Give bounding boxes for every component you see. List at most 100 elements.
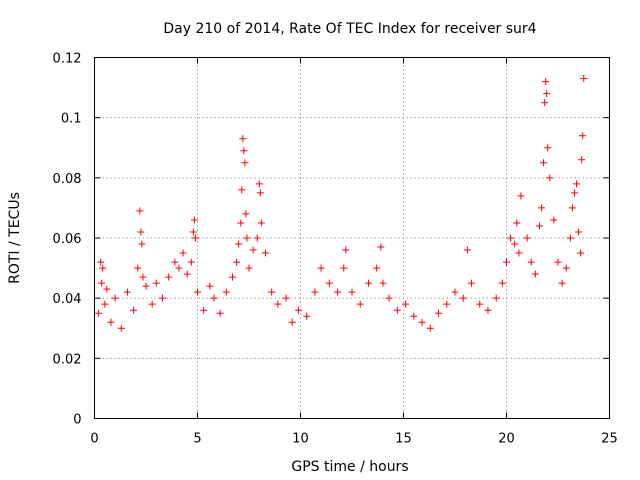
data-point	[340, 264, 348, 272]
data-point	[237, 219, 245, 227]
data-point	[562, 264, 570, 272]
data-point	[139, 273, 147, 281]
data-point	[229, 273, 237, 281]
data-point	[402, 300, 410, 308]
x-tick-label: 15	[395, 432, 412, 447]
data-point	[451, 288, 459, 296]
data-point	[577, 249, 585, 257]
data-point	[191, 234, 199, 242]
data-point	[138, 240, 146, 248]
x-tick-label: 25	[601, 432, 618, 447]
data-point	[393, 306, 401, 314]
data-points	[95, 75, 588, 332]
data-point	[542, 78, 550, 86]
data-point	[377, 243, 385, 251]
data-point	[243, 234, 251, 242]
data-point	[137, 228, 145, 236]
data-point	[171, 258, 179, 266]
y-axis-label: ROTI / TECUs	[7, 192, 23, 284]
data-point	[356, 300, 364, 308]
data-point	[239, 135, 247, 143]
data-point	[288, 318, 296, 326]
y-tick-label: 0	[73, 413, 81, 428]
y-tick-label: 0.02	[53, 352, 82, 367]
data-point	[190, 216, 198, 224]
data-point	[111, 294, 119, 302]
data-point	[98, 279, 106, 287]
data-point	[578, 156, 586, 164]
data-point	[348, 288, 356, 296]
data-point	[253, 234, 261, 242]
data-point	[152, 279, 160, 287]
data-point	[194, 288, 201, 296]
axis-ticks	[94, 57, 610, 419]
data-point	[507, 234, 515, 242]
data-point	[117, 324, 125, 332]
data-point	[134, 264, 142, 272]
data-point	[566, 234, 574, 242]
data-point	[240, 147, 248, 155]
data-point	[245, 264, 253, 272]
data-point	[294, 306, 302, 314]
data-point	[222, 288, 230, 296]
data-point	[476, 300, 484, 308]
data-point	[179, 249, 187, 257]
x-tick-label: 0	[90, 432, 98, 447]
data-point	[540, 159, 548, 167]
data-point	[531, 270, 539, 278]
data-point	[373, 264, 381, 272]
data-point	[206, 282, 214, 290]
data-point	[570, 189, 578, 197]
data-point	[130, 306, 138, 314]
y-tick-label: 0.06	[53, 232, 82, 247]
data-point	[165, 273, 173, 281]
data-point	[513, 219, 521, 227]
data-point	[535, 222, 543, 230]
x-tick-label: 10	[292, 432, 309, 447]
data-point	[554, 258, 562, 266]
data-point	[379, 279, 387, 287]
data-point	[175, 264, 183, 272]
data-point	[544, 144, 552, 152]
data-point	[235, 240, 243, 248]
data-point	[385, 294, 393, 302]
data-point	[575, 228, 583, 236]
y-tick-label: 0.1	[61, 112, 82, 127]
data-point	[256, 189, 264, 197]
data-point	[282, 294, 290, 302]
data-point	[573, 180, 581, 188]
data-point	[484, 306, 492, 314]
data-point	[99, 264, 107, 272]
grid-lines	[94, 57, 610, 419]
data-point	[101, 300, 109, 308]
data-point	[123, 288, 131, 296]
data-point	[233, 258, 241, 266]
data-point	[492, 294, 500, 302]
data-point	[142, 282, 150, 290]
data-point	[515, 249, 523, 257]
data-point	[568, 204, 576, 212]
data-point	[579, 132, 587, 140]
data-point	[511, 240, 519, 248]
data-point	[538, 204, 546, 212]
data-point	[268, 288, 276, 296]
data-point	[255, 180, 263, 188]
data-point	[257, 219, 265, 227]
data-point	[580, 75, 588, 83]
data-point	[261, 249, 269, 257]
x-axis-label: GPS time / hours	[291, 459, 408, 475]
data-point	[183, 270, 191, 278]
data-point	[543, 90, 551, 98]
data-point	[541, 99, 549, 107]
data-point	[498, 279, 506, 287]
data-point	[241, 159, 249, 167]
x-tick-label: 20	[498, 432, 515, 447]
data-point	[216, 309, 224, 317]
data-point	[242, 210, 250, 218]
y-tick-label: 0.12	[53, 52, 82, 67]
x-tick-label: 5	[193, 432, 201, 447]
data-point	[517, 192, 525, 200]
data-point	[325, 279, 333, 287]
data-point	[342, 246, 350, 254]
